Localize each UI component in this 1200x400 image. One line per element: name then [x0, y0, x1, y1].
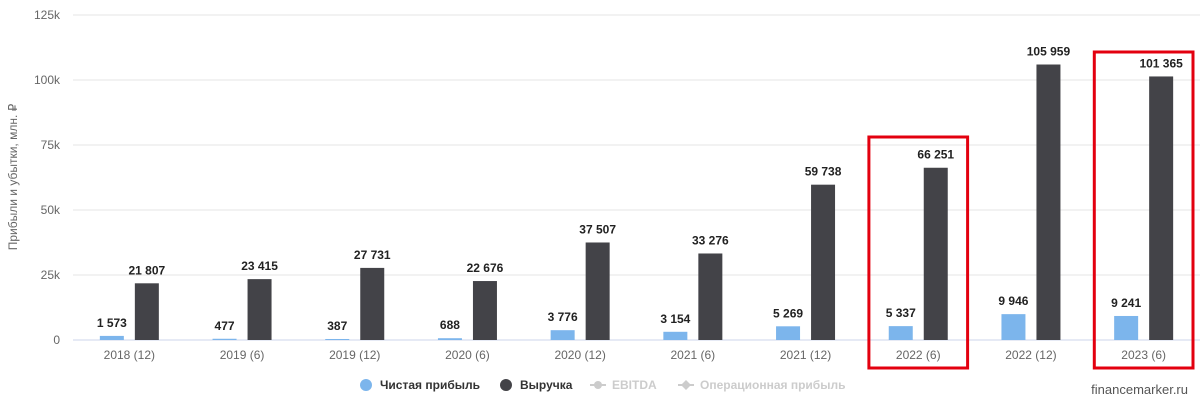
- revenue-data-label: 33 276: [692, 233, 729, 247]
- y-axis-title: Прибыли и убытки, млн. ₽: [6, 103, 20, 250]
- legend-item[interactable]: Чистая прибыль: [360, 378, 480, 392]
- y-tick-label: 75k: [41, 138, 61, 152]
- y-axis: 0 25k 50k 75k 100k 125k: [34, 8, 61, 347]
- x-tick-label: 2022 (12): [1005, 348, 1056, 362]
- x-tick-label: 2019 (6): [220, 348, 265, 362]
- x-tick-label: 2021 (6): [670, 348, 715, 362]
- x-tick-label: 2020 (12): [554, 348, 605, 362]
- revenue-bar[interactable]: [1036, 64, 1061, 341]
- highlight-boxes: [867, 50, 1195, 370]
- grid-lines: [73, 14, 1200, 341]
- net-profit-data-label: 5 269: [773, 306, 803, 320]
- legend-label: Чистая прибыль: [380, 378, 480, 392]
- revenue-bar[interactable]: [698, 253, 723, 340]
- bars: 1 573 21 807 477 23 415 387 27 731 688 22 676 3 …: [97, 45, 1183, 341]
- legend-item[interactable]: EBITDA: [590, 378, 657, 392]
- watermark: financemarker.ru: [1091, 382, 1188, 397]
- net-profit-bar[interactable]: [776, 326, 801, 340]
- x-axis: 2018 (12) 2019 (6) 2019 (12) 2020 (6) 2020 (…: [104, 348, 1166, 362]
- revenue-data-label: 59 738: [805, 165, 842, 179]
- highlight-box: [867, 135, 970, 370]
- legend-item[interactable]: Выручка: [500, 378, 573, 392]
- legend: Чистая прибыль Выручка EBITDA Операционная …: [360, 378, 845, 392]
- net-profit-bar[interactable]: [212, 338, 237, 340]
- legend-item[interactable]: Операционная прибыль: [678, 378, 845, 392]
- x-tick-label: 2022 (6): [896, 348, 941, 362]
- net-profit-data-label: 387: [327, 319, 347, 333]
- revenue-bar[interactable]: [134, 283, 159, 340]
- revenue-data-label: 23 415: [241, 259, 278, 273]
- net-profit-bar[interactable]: [99, 335, 124, 340]
- revenue-data-label: 22 676: [467, 261, 504, 275]
- highlight-box: [1092, 50, 1195, 370]
- revenue-data-label: 101 365: [1139, 56, 1183, 70]
- revenue-bar[interactable]: [247, 279, 272, 340]
- revenue-bar[interactable]: [1149, 76, 1174, 341]
- y-tick-label: 100k: [34, 73, 61, 87]
- net-profit-bar[interactable]: [437, 338, 462, 340]
- net-profit-bar[interactable]: [1114, 315, 1139, 340]
- revenue-data-label: 21 807: [128, 263, 165, 277]
- revenue-data-label: 105 959: [1027, 45, 1071, 59]
- legend-marker-icon: [681, 380, 691, 390]
- net-profit-data-label: 3 154: [660, 312, 690, 326]
- revenue-bar[interactable]: [585, 242, 610, 340]
- y-tick-label: 25k: [41, 268, 61, 282]
- legend-label: Операционная прибыль: [700, 378, 845, 392]
- x-tick-label: 2018 (12): [104, 348, 155, 362]
- net-profit-data-label: 1 573: [97, 316, 127, 330]
- net-profit-data-label: 9 241: [1111, 296, 1141, 310]
- legend-marker-icon: [594, 381, 602, 389]
- legend-label: Выручка: [520, 378, 573, 392]
- net-profit-data-label: 477: [215, 319, 235, 333]
- y-tick-label: 50k: [41, 203, 61, 217]
- revenue-bar[interactable]: [472, 281, 497, 340]
- net-profit-data-label: 688: [440, 318, 460, 332]
- y-tick-label: 125k: [34, 8, 61, 22]
- revenue-bar[interactable]: [360, 267, 385, 340]
- x-tick-label: 2021 (12): [780, 348, 831, 362]
- legend-label: EBITDA: [612, 378, 657, 392]
- net-profit-bar[interactable]: [888, 326, 913, 340]
- revenue-data-label: 66 251: [917, 148, 954, 162]
- revenue-data-label: 37 507: [579, 222, 616, 236]
- net-profit-bar[interactable]: [325, 338, 350, 340]
- x-tick-label: 2023 (6): [1121, 348, 1166, 362]
- net-profit-bar[interactable]: [550, 330, 575, 340]
- revenue-bar[interactable]: [811, 184, 836, 340]
- net-profit-data-label: 9 946: [998, 294, 1028, 308]
- net-profit-bar[interactable]: [1001, 314, 1026, 340]
- legend-marker-icon: [360, 379, 372, 391]
- revenue-data-label: 27 731: [354, 248, 391, 262]
- net-profit-bar[interactable]: [663, 331, 688, 340]
- net-profit-data-label: 5 337: [886, 306, 916, 320]
- net-profit-data-label: 3 776: [548, 310, 578, 324]
- x-tick-label: 2019 (12): [329, 348, 380, 362]
- y-tick-label: 0: [53, 333, 60, 347]
- x-tick-label: 2020 (6): [445, 348, 490, 362]
- legend-marker-icon: [500, 379, 512, 391]
- revenue-bar[interactable]: [923, 167, 948, 340]
